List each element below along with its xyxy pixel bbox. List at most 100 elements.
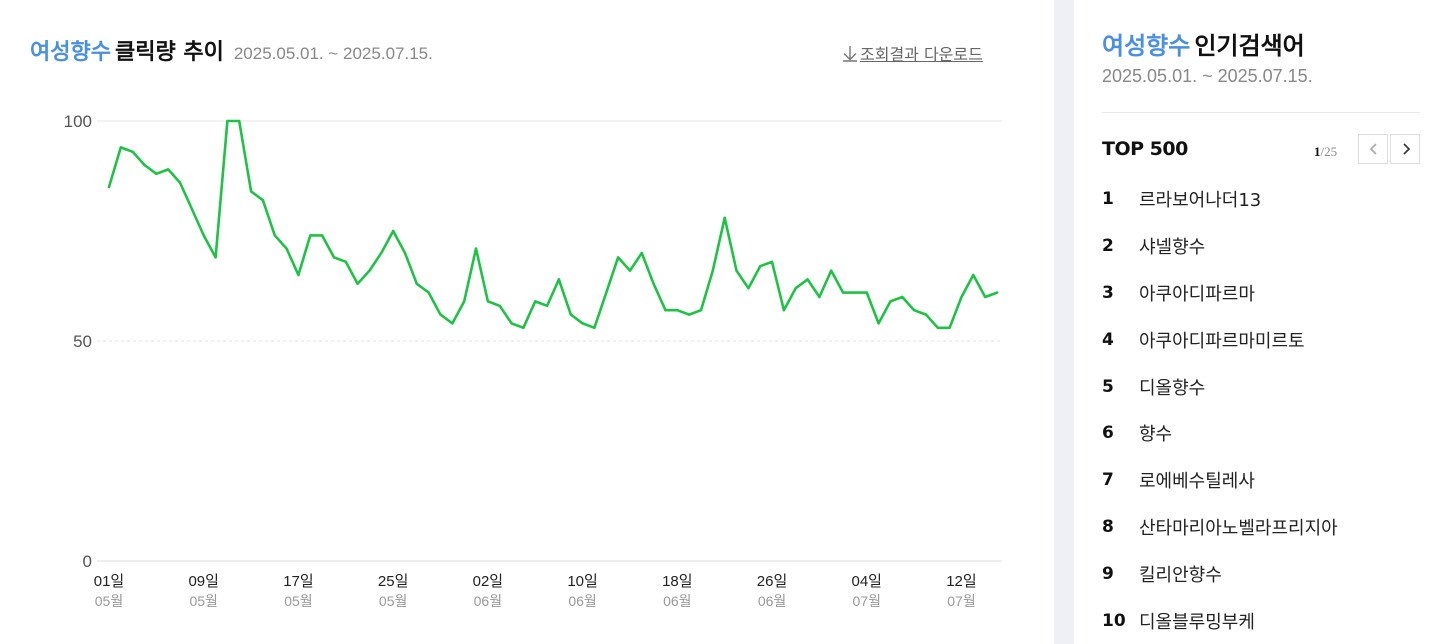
x-tick-day: 17일 [283,573,314,590]
data-point [723,216,726,219]
keyword-item[interactable]: 3 아쿠아디파르마 [1102,270,1338,317]
data-point [830,269,833,272]
data-point [107,185,111,189]
data-point [238,119,241,123]
keyword-item[interactable]: 5 디올향수 [1102,363,1338,410]
data-point [747,287,750,290]
data-point [202,234,205,237]
keyword-term[interactable]: 산타마리아노벨라프리지아 [1139,517,1338,539]
chart-heading: 여성향수 클릭량 추이 2025.05.01. ~ 2025.07.15. [30,34,433,66]
data-point [309,234,312,237]
popular-keywords-list: 1 르라보어나더13 2 샤넬향수 3 아쿠아디파르마 4 아쿠아디파르마미르토 5 디올향수 6 향… [1102,176,1338,644]
keyword-rank: 2 [1102,236,1114,257]
data-point [901,295,904,299]
keyword-term[interactable]: 킬리안향수 [1139,564,1222,586]
data-point [522,326,525,329]
popular-title: 인기검색어 [1194,32,1305,60]
keyword-term[interactable]: 로에베수틸레사 [1139,471,1255,493]
data-point [557,278,561,281]
data-point [605,291,608,294]
data-point [735,269,738,272]
data-point [972,273,975,277]
y-tick-label: 0 [83,552,92,571]
x-tick-month: 07월 [853,593,881,609]
popular-keyword: 여성향수 [1102,32,1191,60]
data-point [782,309,786,312]
y-tick-label: 50 [73,332,92,351]
data-point [569,313,572,316]
x-tick-day: 09일 [188,573,219,590]
x-tick-month: 06월 [758,593,786,609]
keyword-term[interactable]: 향수 [1139,424,1173,446]
next-page-button[interactable] [1390,134,1420,164]
keyword-item[interactable]: 9 킬리안향수 [1102,550,1338,597]
keyword-rank: 3 [1102,282,1114,303]
panel-divider [1054,0,1074,644]
data-point [924,313,928,316]
keyword-item[interactable]: 7 로에베수틸레사 [1102,457,1338,504]
data-point [664,309,667,312]
x-tick-month: 07월 [947,593,975,609]
keyword-item[interactable]: 1 르라보어나더13 [1102,176,1338,223]
keyword-item[interactable]: 8 산타마리아노벨라프리지아 [1102,504,1338,551]
download-results-link[interactable]: 조회결과 다운로드 [842,41,983,65]
x-tick-month: 06월 [568,593,596,609]
keyword-item[interactable]: 6 향수 [1102,410,1338,457]
x-tick-day: 25일 [378,573,409,590]
keyword-rank: 7 [1102,470,1114,491]
data-point [652,282,655,285]
data-point [380,251,383,255]
data-point [628,269,632,272]
data-point [983,295,987,299]
click-trend-chart: 0 50 100 01일 05월 09일 05월 17일 05월 25일 05월 02일 06월 10일 0… [64,112,1002,609]
data-point [261,199,265,202]
data-point [415,282,419,285]
data-point [155,172,158,175]
prev-page-button[interactable] [1358,134,1388,164]
keyword-item[interactable]: 2 샤넬향수 [1102,223,1338,270]
keyword-rank: 9 [1102,563,1114,584]
keyword-term[interactable]: 아쿠아디파르마 [1139,283,1255,305]
x-tick-month: 05월 [379,593,407,609]
keyword-item[interactable]: 10 디올블루밍부케 [1102,597,1338,644]
data-point [474,247,478,250]
x-tick-month: 06월 [474,593,502,609]
data-point [356,282,359,285]
data-point [226,119,229,123]
keyword-term[interactable]: 아쿠아디파르마미르토 [1139,330,1305,352]
keyword-term[interactable]: 디올블루밍부케 [1139,611,1255,633]
data-point [451,322,454,325]
x-tick-day: 10일 [567,573,598,590]
data-point [167,168,170,171]
data-point [143,163,146,167]
keyword-term[interactable]: 르라보어나더13 [1139,190,1262,212]
popular-keywords-panel: 여성향수 인기검색어 2025.05.01. ~ 2025.07.15. TOP … [1074,0,1440,644]
data-point [865,291,868,294]
data-point [948,326,951,329]
data-point [285,247,288,250]
data-point [545,304,549,307]
data-point [676,309,679,312]
chart-keyword: 여성향수 [30,40,111,65]
data-point [912,309,916,312]
x-tick-day: 18일 [662,573,693,590]
download-label: 조회결과 다운로드 [860,45,983,64]
data-point [770,260,774,263]
click-trend-panel: 여성향수 클릭량 추이 2025.05.01. ~ 2025.07.15. 조회결과… [30,34,1002,609]
data-point [403,251,407,255]
page-current: 1 [1314,144,1321,159]
keyword-rank: 8 [1102,516,1114,537]
data-point [759,265,762,268]
x-tick-day: 12일 [946,573,977,590]
chart-date-range: 2025.05.01. ~ 2025.07.15. [233,44,433,63]
data-point [249,190,253,193]
data-point [178,181,182,184]
popular-date-range: 2025.05.01. ~ 2025.07.15. [1102,66,1313,86]
keyword-term[interactable]: 디올향수 [1139,377,1206,399]
data-point [794,287,797,290]
keyword-item[interactable]: 4 아쿠아디파르마미르토 [1102,316,1338,363]
data-point [439,313,442,316]
data-point [640,251,643,255]
chart-title: 클릭량 추이 [114,40,224,65]
keyword-term[interactable]: 샤넬향수 [1139,237,1206,259]
